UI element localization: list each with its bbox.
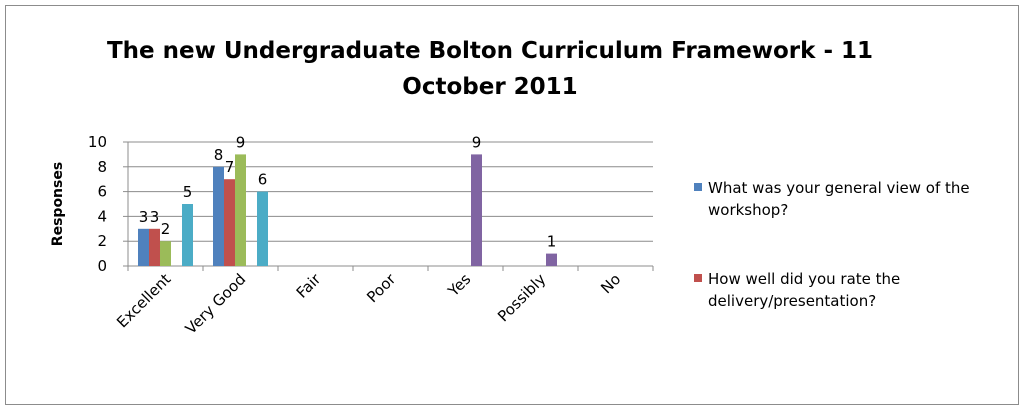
y-tick-label: 10 [88, 133, 107, 151]
data-label: 3 [139, 208, 149, 226]
y-tick-label: 0 [97, 257, 107, 275]
x-tick-label: Possibly [494, 270, 549, 325]
bar [213, 166, 224, 266]
data-label: 9 [236, 133, 246, 151]
bar [149, 228, 160, 266]
bar [160, 241, 171, 266]
data-label: 8 [214, 146, 224, 164]
y-tick-label: 4 [97, 207, 107, 225]
data-label: 6 [258, 171, 268, 189]
x-tick-label: Very Good [182, 270, 250, 338]
bar-chart: 0 2 4 6 8 10 Responses 3 8 3 7 2 9 9 1 5 6 Excellent Very … [50, 133, 654, 338]
bar [138, 228, 149, 266]
data-label: 3 [150, 208, 160, 226]
legend-label: How well did you rate the delivery/prese… [708, 268, 1018, 312]
legend-label-line: What was your general view of the [708, 179, 970, 197]
y-tick-label: 2 [97, 232, 107, 250]
bar [257, 191, 268, 266]
legend-label-line: workshop? [708, 201, 789, 219]
legend-label-line: delivery/presentation? [708, 292, 877, 310]
legend-label-line: How well did you rate the [708, 270, 901, 288]
x-tick-label: Yes [444, 270, 475, 301]
legend-label: What was your general view of the worksh… [708, 177, 1018, 221]
y-tick-label: 8 [97, 158, 107, 176]
x-tick-label: No [597, 270, 624, 297]
legend-swatch [694, 183, 702, 191]
bar [235, 154, 246, 266]
data-label: 5 [183, 183, 193, 201]
x-tick-label: Excellent [113, 270, 174, 331]
chart-title-line-2: October 2011 [402, 74, 578, 100]
legend-swatch [694, 274, 702, 282]
data-label: 1 [547, 233, 557, 251]
bar [546, 253, 557, 266]
y-tick-label: 6 [97, 183, 107, 201]
x-tick-label: Poor [363, 270, 400, 307]
x-tick-label: Fair [293, 270, 325, 302]
y-axis-title: Responses [50, 162, 66, 246]
bar [224, 179, 235, 266]
bar [182, 204, 193, 266]
bar [471, 154, 482, 266]
data-label: 2 [161, 220, 171, 238]
data-label: 7 [225, 158, 235, 176]
data-label: 9 [472, 133, 482, 151]
chart-title-line-1: The new Undergraduate Bolton Curriculum … [106, 38, 874, 64]
